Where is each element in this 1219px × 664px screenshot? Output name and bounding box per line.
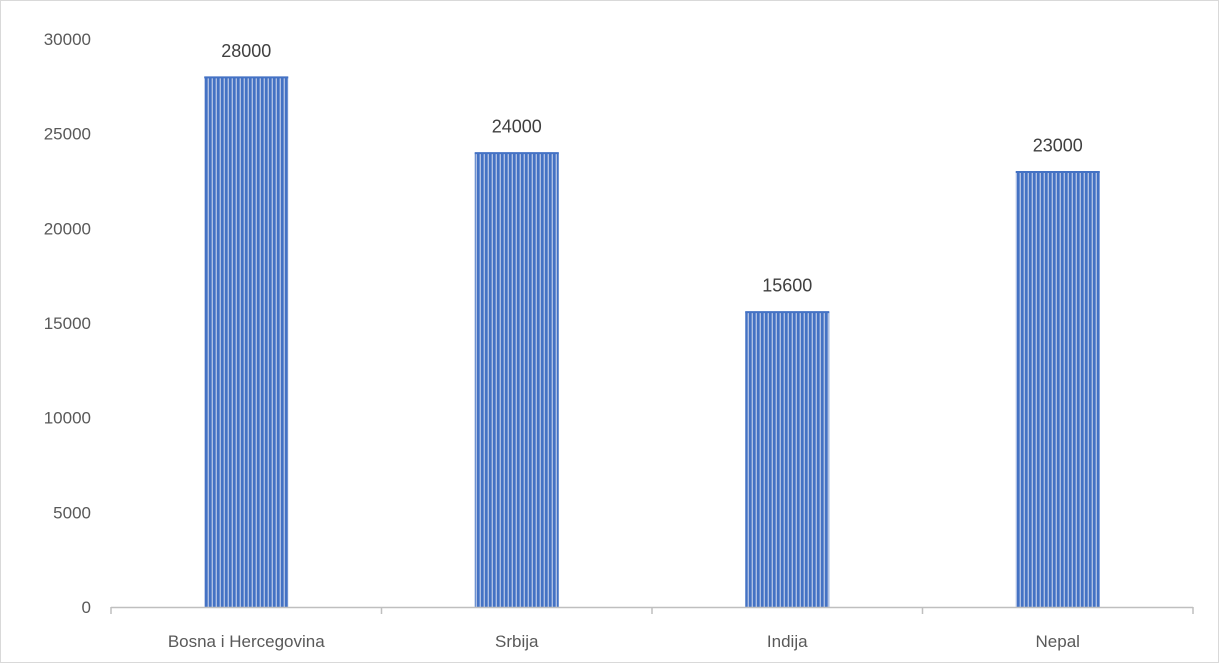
data-label: 28000 [221,41,271,61]
data-label: 15600 [762,276,812,296]
bar [1015,171,1100,608]
y-tick-label: 25000 [44,125,91,144]
y-tick-label: 5000 [53,503,91,522]
y-tick-label: 10000 [44,409,91,428]
x-axis [110,606,1194,614]
bar [474,152,559,607]
data-label: 23000 [1033,136,1083,156]
y-axis-tick-labels: 0 5000 10000 15000 20000 25000 30000 [44,30,91,617]
x-axis-category-labels: Bosna i Hercegovina Srbija Indija Nepal [168,632,1080,651]
x-category-label: Indija [767,632,808,651]
y-tick-label: 0 [82,598,91,617]
bars [204,76,1100,608]
x-category-label: Nepal [1036,632,1080,651]
data-labels: 28000 24000 15600 23000 [221,41,1083,296]
y-tick-label: 20000 [44,219,91,238]
x-category-label: Srbija [495,632,539,651]
y-tick-label: 30000 [44,30,91,49]
data-label: 24000 [492,117,542,137]
bar [204,76,289,607]
bar [745,311,830,607]
y-tick-label: 15000 [44,314,91,333]
x-category-label: Bosna i Hercegovina [168,632,325,651]
